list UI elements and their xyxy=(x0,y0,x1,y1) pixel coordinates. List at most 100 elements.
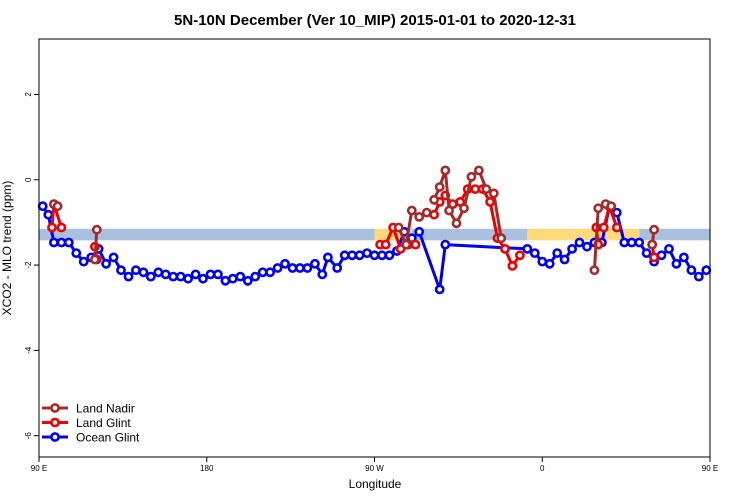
point-ocean-glint-0-45 xyxy=(369,250,380,261)
point-ocean-glint-0-28 xyxy=(242,275,253,286)
point-ocean-glint-0-54 xyxy=(522,243,533,254)
point-ocean-glint-0-2 xyxy=(49,237,59,248)
chart-title: 5N-10N December (Ver 10_MIP) 2015-01-01 … xyxy=(174,12,576,29)
x-tick-label-0: 90 E xyxy=(31,464,47,473)
point-ocean-glint-0-70 xyxy=(641,248,652,258)
x-tick-label-3: 0 xyxy=(540,464,545,473)
y-tick-label-4: 2 xyxy=(24,92,33,97)
point-ocean-glint-0-27 xyxy=(235,271,246,282)
point-land-glint-5-0 xyxy=(598,222,609,233)
point-land-glint-2-5 xyxy=(410,239,421,250)
point-land-glint-3-12 xyxy=(515,250,525,261)
point-ocean-glint-0-31 xyxy=(265,267,275,278)
point-ocean-glint-0-35 xyxy=(294,263,305,273)
legend-label-ocean-glint: Ocean Glint xyxy=(76,431,140,445)
point-ocean-glint-0-58 xyxy=(552,248,563,258)
point-land-nadir-2-1 xyxy=(401,239,412,250)
point-ocean-glint-0-26 xyxy=(227,273,238,284)
plot-frame xyxy=(38,38,711,458)
point-land-glint-0-2 xyxy=(56,222,67,233)
point-land-nadir-1-1 xyxy=(90,254,100,265)
legend-label-land-glint: Land Glint xyxy=(76,416,131,430)
series-ocean-glint xyxy=(37,201,712,295)
point-land-nadir-2-3 xyxy=(414,211,425,222)
point-land-nadir-3-0 xyxy=(429,194,439,205)
point-land-glint-2-1 xyxy=(380,239,391,250)
point-land-nadir-3-8 xyxy=(481,184,492,194)
point-ocean-glint-0-47 xyxy=(384,250,395,261)
point-ocean-glint-0-68 xyxy=(626,237,637,248)
point-ocean-glint-0-13 xyxy=(130,265,141,276)
point-ocean-glint-0-1 xyxy=(43,209,54,220)
x-axis: 90 E 180 90 W 0 90 E xyxy=(31,457,718,473)
point-ocean-glint-0-78 xyxy=(701,265,712,276)
point-ocean-glint-0-6 xyxy=(78,256,89,267)
point-ocean-glint-0-44 xyxy=(362,248,372,258)
point-ocean-glint-0-69 xyxy=(634,237,645,248)
y-tick-label-2: -2 xyxy=(24,261,33,269)
point-land-glint-6-1 xyxy=(649,252,659,263)
point-land-nadir-1-0 xyxy=(91,224,102,235)
point-ocean-glint-0-11 xyxy=(116,265,126,276)
point-ocean-glint-0-20 xyxy=(183,273,193,284)
legend-label-land-nadir: Land Nadir xyxy=(76,402,135,416)
y-tick-label-0: -6 xyxy=(24,432,33,440)
point-ocean-glint-0-5 xyxy=(71,248,82,258)
point-land-nadir-3-9 xyxy=(488,188,499,199)
x-tick-label-4: 90 E xyxy=(702,464,718,473)
point-ocean-glint-0-62 xyxy=(582,241,592,252)
band-1-segment-1 xyxy=(527,228,640,241)
point-ocean-glint-0-32 xyxy=(272,263,283,273)
point-ocean-glint-0-60 xyxy=(567,243,577,254)
point-land-nadir-3-5 xyxy=(459,203,469,214)
point-land-glint-0-0 xyxy=(47,222,57,233)
point-ocean-glint-0-15 xyxy=(145,271,156,282)
point-ocean-glint-0-66 xyxy=(611,207,622,218)
series-land-nadir xyxy=(49,165,659,276)
point-ocean-glint-0-9 xyxy=(101,258,111,269)
point-ocean-glint-0-57 xyxy=(544,258,555,269)
point-land-nadir-6-1 xyxy=(647,239,658,250)
background-bands xyxy=(39,228,710,241)
point-land-nadir-5-1 xyxy=(606,201,617,212)
point-ocean-glint-0-52 xyxy=(434,284,445,295)
point-land-nadir-2-4 xyxy=(421,207,432,218)
point-ocean-glint-0-40 xyxy=(332,263,343,273)
point-land-glint-3-11 xyxy=(507,260,518,271)
point-ocean-glint-0-10 xyxy=(108,252,119,263)
point-ocean-glint-0-77 xyxy=(693,271,704,282)
point-ocean-glint-0-17 xyxy=(160,269,171,280)
point-land-nadir-3-6 xyxy=(466,171,477,182)
y-tick-label-1: -4 xyxy=(24,346,33,354)
x-tick-label-2: 90 W xyxy=(365,464,384,473)
point-land-nadir-3-2 xyxy=(440,165,451,176)
legend-marker-land-glint xyxy=(50,417,60,428)
point-ocean-glint-0-33 xyxy=(280,258,290,269)
point-ocean-glint-0-76 xyxy=(686,265,697,276)
point-ocean-glint-0-73 xyxy=(664,243,674,254)
x-tick-label-1: 180 xyxy=(200,464,214,473)
y-tick-label-3: 0 xyxy=(24,177,33,182)
series-line-land-nadir-4 xyxy=(592,208,600,271)
point-land-nadir-3-3 xyxy=(444,205,454,216)
point-ocean-glint-0-59 xyxy=(559,254,570,265)
point-land-glint-3-8 xyxy=(485,196,495,207)
point-land-nadir-3-4 xyxy=(451,218,462,229)
point-land-glint-5-2 xyxy=(611,222,622,233)
series-layer xyxy=(37,165,712,295)
point-ocean-glint-0-61 xyxy=(574,237,585,248)
point-ocean-glint-0-75 xyxy=(679,252,689,263)
band-1-segment-0 xyxy=(374,228,412,241)
point-ocean-glint-0-36 xyxy=(302,263,313,273)
point-ocean-glint-0-55 xyxy=(529,248,540,258)
point-ocean-glint-0-37 xyxy=(309,258,320,269)
legend-marker-ocean-glint xyxy=(50,432,60,442)
legend-marker-land-nadir xyxy=(50,403,60,413)
point-ocean-glint-0-21 xyxy=(190,269,201,280)
point-ocean-glint-0-29 xyxy=(250,271,261,282)
point-ocean-glint-0-0 xyxy=(37,201,48,212)
point-land-nadir-2-2 xyxy=(406,205,417,216)
point-ocean-glint-0-4 xyxy=(63,237,74,248)
point-ocean-glint-0-38 xyxy=(317,269,328,280)
